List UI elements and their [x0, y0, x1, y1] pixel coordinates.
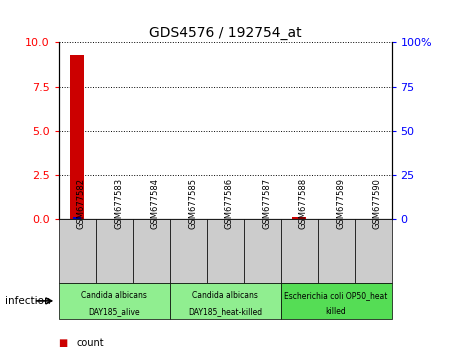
Text: GSM677588: GSM677588	[299, 178, 308, 229]
Text: GSM677586: GSM677586	[225, 178, 234, 229]
Text: ■: ■	[58, 338, 68, 348]
Text: GSM677589: GSM677589	[336, 178, 345, 229]
Text: Candida albicans: Candida albicans	[192, 291, 258, 300]
Text: DAY185_alive: DAY185_alive	[88, 307, 140, 316]
Text: killed: killed	[326, 307, 346, 316]
Bar	[95, 219, 132, 283]
Title: GDS4576 / 192754_at: GDS4576 / 192754_at	[148, 26, 302, 40]
Bar	[280, 283, 392, 319]
Text: GSM677582: GSM677582	[77, 178, 86, 229]
Text: GSM677590: GSM677590	[373, 178, 382, 229]
Bar	[73, 217, 81, 219]
Text: Escherichia coli OP50_heat: Escherichia coli OP50_heat	[284, 291, 388, 300]
Text: count: count	[76, 338, 104, 348]
Text: GSM677583: GSM677583	[114, 178, 123, 229]
Text: Candida albicans: Candida albicans	[81, 291, 147, 300]
Text: infection: infection	[4, 296, 50, 306]
Bar	[70, 55, 85, 219]
Text: GSM677587: GSM677587	[262, 178, 271, 229]
Bar	[280, 219, 318, 283]
Bar	[207, 219, 243, 283]
Bar	[318, 219, 355, 283]
Bar	[58, 219, 95, 283]
Bar	[170, 283, 280, 319]
Bar	[58, 283, 170, 319]
Bar	[355, 219, 392, 283]
Bar	[132, 219, 170, 283]
Text: GSM677585: GSM677585	[188, 178, 197, 229]
Text: GSM677584: GSM677584	[151, 178, 160, 229]
Bar	[243, 219, 280, 283]
Bar	[170, 219, 207, 283]
Text: DAY185_heat-killed: DAY185_heat-killed	[188, 307, 262, 316]
Bar	[292, 217, 306, 219]
